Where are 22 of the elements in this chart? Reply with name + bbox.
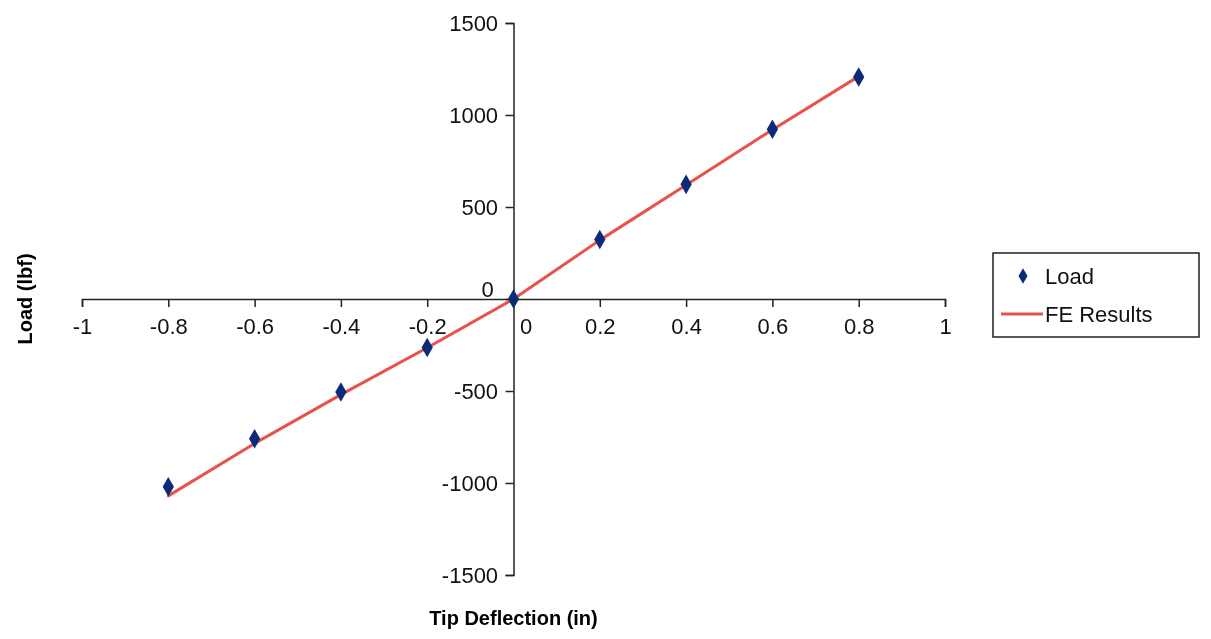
y-tick-label: -500: [454, 378, 499, 404]
x-tick-label: -0.6: [236, 314, 275, 340]
x-tick-label: 0.8: [843, 314, 875, 340]
y-tick-label: 0: [481, 277, 494, 303]
x-tick-label: 0.6: [757, 314, 789, 340]
y-tick-label: 500: [461, 194, 499, 220]
y-tick-label: -1000: [441, 470, 499, 496]
legend-label: FE Results: [1045, 302, 1153, 327]
x-tick-label: -0.2: [408, 314, 447, 340]
x-tick-label: 0.4: [671, 314, 702, 340]
x-tick-label: 1: [939, 314, 952, 340]
y-tick-label: 1000: [449, 102, 499, 128]
y-tick-label: 1500: [449, 10, 499, 36]
x-axis-title: Tip Deflection (in): [429, 607, 598, 629]
y-tick-label: -1500: [441, 562, 499, 588]
x-tick-label: -0.4: [322, 314, 361, 340]
x-tick-label: -0.8: [149, 314, 188, 340]
x-tick-label: -1: [72, 314, 93, 340]
y-axis-title: Load (lbf): [14, 253, 36, 345]
x-tick-label: 0.2: [585, 314, 616, 340]
x-tick-label: 0: [519, 314, 533, 340]
legend-label: Load: [1045, 264, 1094, 289]
